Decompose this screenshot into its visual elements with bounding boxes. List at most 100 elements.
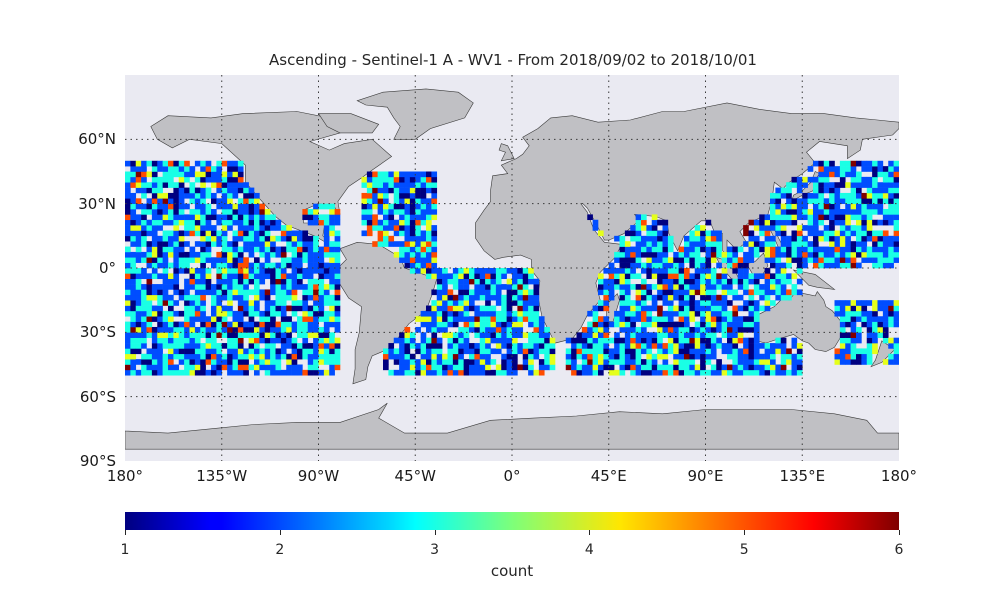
count-cell	[893, 353, 899, 360]
count-cell	[657, 305, 663, 312]
count-cell	[178, 337, 185, 344]
count-cell	[232, 214, 239, 221]
count-cell	[189, 369, 196, 376]
count-cell	[689, 235, 696, 242]
count-cell	[780, 262, 787, 269]
count-cell	[318, 203, 325, 210]
count-cell	[512, 326, 518, 333]
count-cell	[861, 203, 868, 210]
count-cell	[426, 305, 432, 312]
count-cell	[882, 230, 889, 237]
count-cell	[458, 310, 464, 317]
count-cell	[291, 246, 298, 253]
count-cell	[624, 273, 631, 280]
count-cell	[850, 326, 857, 333]
count-cell	[710, 246, 717, 253]
count-cell	[592, 326, 599, 333]
count-cell	[270, 284, 276, 290]
colorbar-tick-mark	[744, 530, 746, 535]
count-cell	[302, 348, 309, 355]
count-cell	[743, 225, 749, 231]
count-cell	[420, 230, 427, 237]
count-cell	[533, 278, 540, 285]
count-cell	[861, 353, 868, 360]
count-cell	[877, 171, 884, 178]
count-cell	[796, 203, 803, 210]
count-cell	[839, 321, 846, 328]
count-cell	[415, 348, 421, 355]
count-cell	[474, 284, 481, 290]
count-cell	[200, 235, 206, 242]
count-cell	[737, 348, 744, 355]
count-cell	[313, 209, 319, 215]
count-cell	[630, 273, 636, 280]
count-cell	[753, 284, 760, 290]
count-cell	[823, 160, 830, 167]
count-cell	[291, 326, 298, 333]
count-cell	[748, 219, 755, 226]
count-cell	[512, 359, 518, 365]
count-cell	[576, 369, 583, 376]
count-cell	[168, 278, 174, 285]
count-cell	[780, 219, 787, 226]
count-cell	[748, 364, 755, 371]
count-cell	[759, 369, 765, 376]
count-cell	[216, 262, 223, 269]
count-cell	[813, 225, 819, 231]
count-cell	[839, 230, 846, 237]
count-cell	[125, 284, 131, 290]
count-cell	[710, 241, 717, 247]
count-cell	[178, 241, 185, 247]
count-cell	[237, 332, 244, 338]
count-cell	[200, 203, 206, 210]
count-cell	[227, 364, 233, 371]
count-cell	[157, 219, 163, 226]
count-cell	[646, 268, 653, 274]
count-cell	[162, 332, 169, 338]
count-cell	[275, 246, 282, 253]
count-cell	[764, 219, 771, 226]
count-cell	[646, 305, 653, 312]
count-cell	[619, 241, 626, 247]
count-cell	[662, 225, 669, 231]
count-cell	[743, 316, 749, 322]
count-cell	[431, 310, 438, 317]
count-cell	[232, 294, 239, 301]
count-cell	[641, 326, 647, 333]
count-cell	[635, 251, 642, 258]
count-cell	[216, 251, 223, 258]
count-cell	[248, 268, 255, 274]
count-cell	[641, 310, 647, 317]
count-cell	[657, 284, 663, 290]
count-cell	[528, 310, 534, 317]
count-cell	[528, 300, 534, 306]
count-cell	[399, 359, 405, 365]
count-cell	[323, 203, 330, 210]
count-cell	[141, 182, 147, 188]
count-cell	[248, 310, 255, 317]
count-cell	[130, 294, 137, 301]
count-cell	[248, 321, 255, 328]
count-cell	[565, 364, 572, 371]
count-cell	[866, 337, 873, 344]
count-cell	[587, 364, 593, 371]
count-cell	[646, 364, 653, 371]
count-cell	[619, 273, 626, 280]
count-cell	[130, 192, 137, 199]
count-cell	[200, 166, 206, 172]
count-cell	[194, 187, 201, 194]
count-cell	[162, 257, 169, 263]
count-cell	[334, 359, 341, 365]
count-cell	[157, 225, 163, 231]
count-cell	[614, 348, 620, 355]
count-cell	[646, 310, 653, 317]
count-cell	[866, 219, 873, 226]
count-cell	[673, 369, 679, 376]
count-cell	[426, 203, 432, 210]
count-cell	[517, 310, 524, 317]
count-cell	[630, 246, 636, 253]
count-cell	[243, 235, 249, 242]
count-cell	[624, 251, 631, 258]
count-cell	[200, 369, 206, 376]
count-cell	[888, 214, 894, 221]
